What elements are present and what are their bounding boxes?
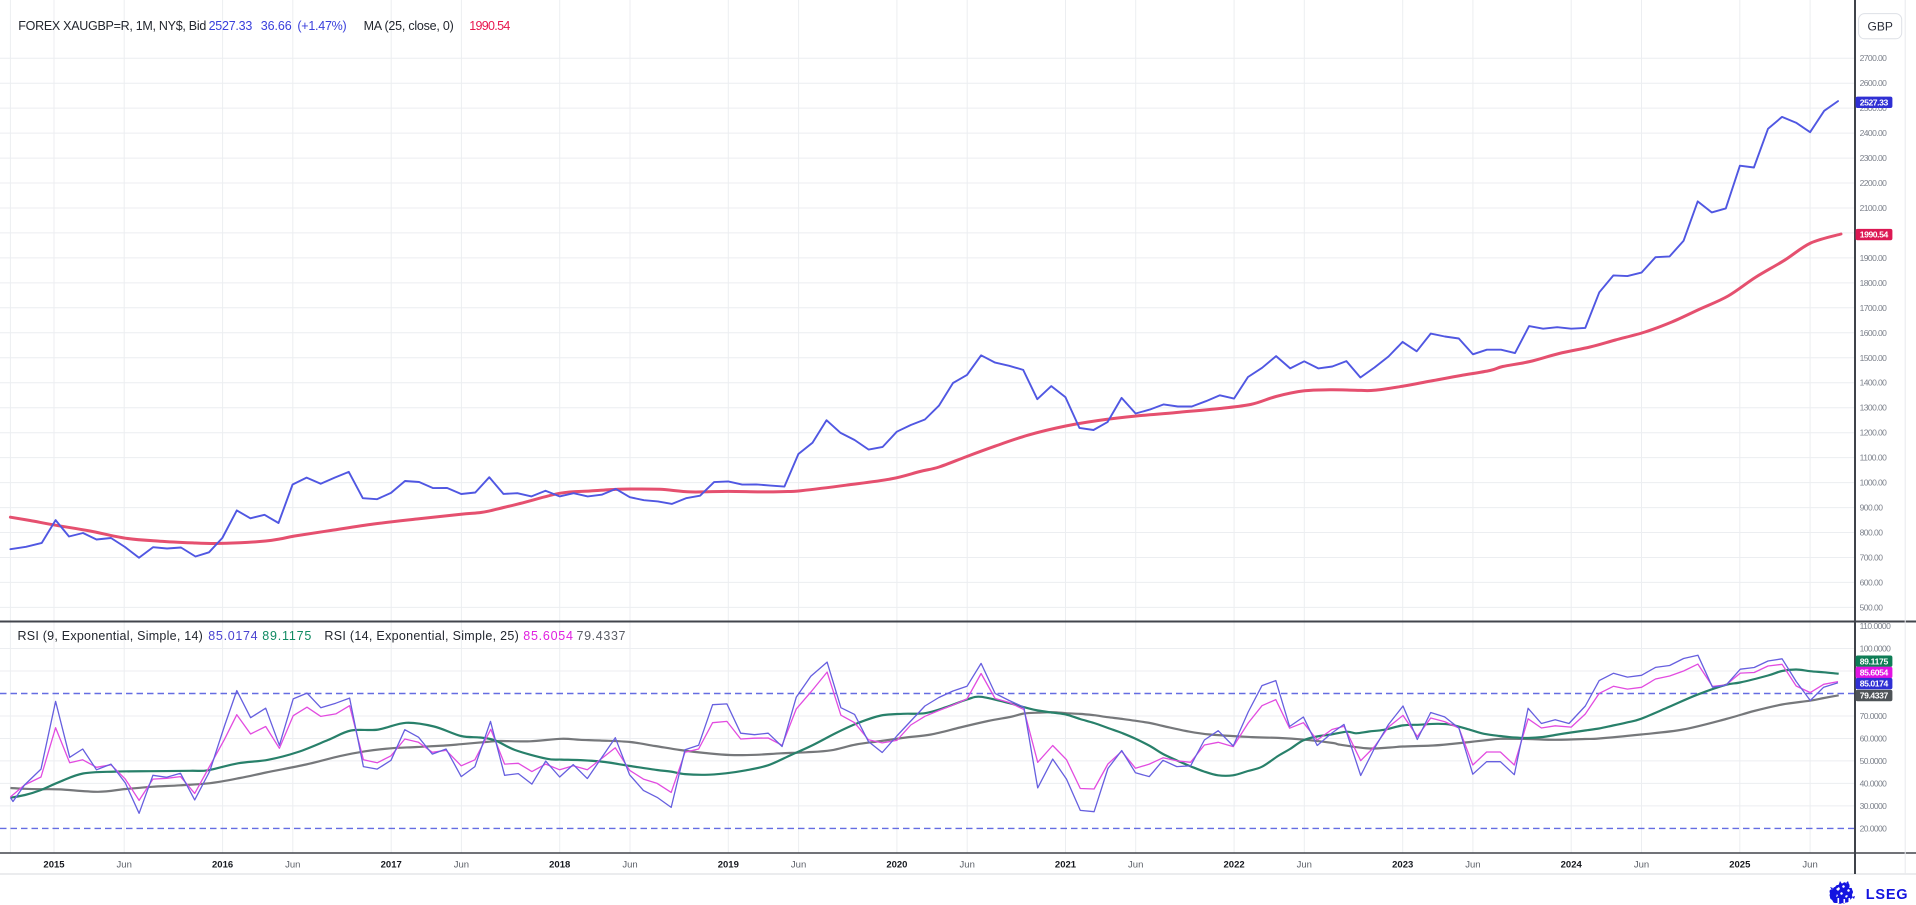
svg-text:600.00: 600.00: [1860, 577, 1884, 587]
svg-text:89.1175: 89.1175: [262, 629, 311, 643]
svg-text:500.00: 500.00: [1860, 602, 1884, 612]
svg-text:2018: 2018: [549, 860, 570, 871]
svg-text:1300.00: 1300.00: [1860, 403, 1888, 413]
svg-text:GBP: GBP: [1868, 20, 1893, 34]
svg-text:700.00: 700.00: [1860, 553, 1884, 563]
svg-text:79.4337: 79.4337: [577, 629, 626, 643]
svg-text:30.0000: 30.0000: [1860, 801, 1888, 811]
svg-text:36.66: 36.66: [261, 19, 292, 33]
svg-text:2025: 2025: [1729, 860, 1751, 871]
svg-text:85.0174: 85.0174: [1860, 679, 1889, 689]
svg-text:2600.00: 2600.00: [1860, 78, 1888, 88]
svg-text:2527.33: 2527.33: [1860, 97, 1889, 107]
svg-text:FOREX XAUGBP=R, 1M, NY$, Bid: FOREX XAUGBP=R, 1M, NY$, Bid: [18, 19, 206, 33]
svg-text:2021: 2021: [1055, 860, 1077, 871]
svg-text:70.0000: 70.0000: [1860, 711, 1888, 721]
svg-text:100.0000: 100.0000: [1860, 644, 1891, 654]
svg-text:Jun: Jun: [791, 860, 806, 871]
svg-text:Jun: Jun: [1634, 860, 1649, 871]
svg-text:2500.00: 2500.00: [1860, 103, 1888, 113]
svg-text:1200.00: 1200.00: [1860, 428, 1888, 438]
svg-text:Jun: Jun: [1802, 860, 1817, 871]
svg-text:LSEG: LSEG: [1866, 887, 1909, 903]
svg-text:2300.00: 2300.00: [1860, 153, 1888, 163]
svg-text:2019: 2019: [718, 860, 739, 871]
svg-text:1400.00: 1400.00: [1860, 378, 1888, 388]
svg-text:1990.54: 1990.54: [1860, 230, 1889, 240]
svg-text:MA (25, close, 0): MA (25, close, 0): [364, 19, 454, 33]
svg-text:2400.00: 2400.00: [1860, 128, 1888, 138]
svg-text:1700.00: 1700.00: [1860, 303, 1888, 313]
svg-text:RSI (14, Exponential, Simple,: RSI (14, Exponential, Simple, 25): [324, 629, 518, 643]
svg-text:2020: 2020: [886, 860, 907, 871]
svg-text:2015: 2015: [43, 860, 65, 871]
svg-text:2023: 2023: [1392, 860, 1413, 871]
svg-text:1100.00: 1100.00: [1860, 453, 1888, 463]
svg-text:2017: 2017: [381, 860, 402, 871]
svg-text:2200.00: 2200.00: [1860, 178, 1888, 188]
svg-text:110.0000: 110.0000: [1860, 621, 1891, 631]
svg-text:1800.00: 1800.00: [1860, 278, 1888, 288]
svg-text:Jun: Jun: [960, 860, 975, 871]
svg-text:85.6054: 85.6054: [1860, 668, 1889, 678]
svg-text:2022: 2022: [1224, 860, 1245, 871]
svg-text:2016: 2016: [212, 860, 233, 871]
svg-text:Jun: Jun: [1297, 860, 1312, 871]
svg-text:RSI (9, Exponential, Simple, 1: RSI (9, Exponential, Simple, 14): [18, 629, 203, 643]
svg-text:2527.33: 2527.33: [209, 19, 253, 33]
svg-text:1900.00: 1900.00: [1860, 253, 1888, 263]
svg-text:Jun: Jun: [117, 860, 132, 871]
svg-text:2100.00: 2100.00: [1860, 203, 1888, 213]
svg-text:2700.00: 2700.00: [1860, 53, 1888, 63]
svg-text:85.6054: 85.6054: [523, 629, 573, 643]
svg-text:Jun: Jun: [1128, 860, 1143, 871]
svg-text:1990.54: 1990.54: [469, 19, 510, 33]
svg-text:79.4337: 79.4337: [1860, 691, 1889, 701]
svg-text:89.1175: 89.1175: [1860, 656, 1889, 666]
svg-text:50.0000: 50.0000: [1860, 756, 1888, 766]
svg-text:800.00: 800.00: [1860, 528, 1884, 538]
svg-text:20.0000: 20.0000: [1860, 823, 1888, 833]
svg-text:Jun: Jun: [285, 860, 300, 871]
svg-text:60.0000: 60.0000: [1860, 734, 1888, 744]
svg-text:Jun: Jun: [1465, 860, 1480, 871]
svg-text:2024: 2024: [1561, 860, 1583, 871]
svg-text:Jun: Jun: [622, 860, 637, 871]
svg-text:40.0000: 40.0000: [1860, 778, 1888, 788]
svg-text:85.0174: 85.0174: [208, 629, 257, 643]
svg-text:1500.00: 1500.00: [1860, 353, 1888, 363]
svg-text:Jun: Jun: [454, 860, 469, 871]
svg-text:(+1.47%): (+1.47%): [297, 19, 346, 33]
svg-text:900.00: 900.00: [1860, 503, 1884, 513]
svg-text:1000.00: 1000.00: [1860, 478, 1888, 488]
svg-text:1600.00: 1600.00: [1860, 328, 1888, 338]
